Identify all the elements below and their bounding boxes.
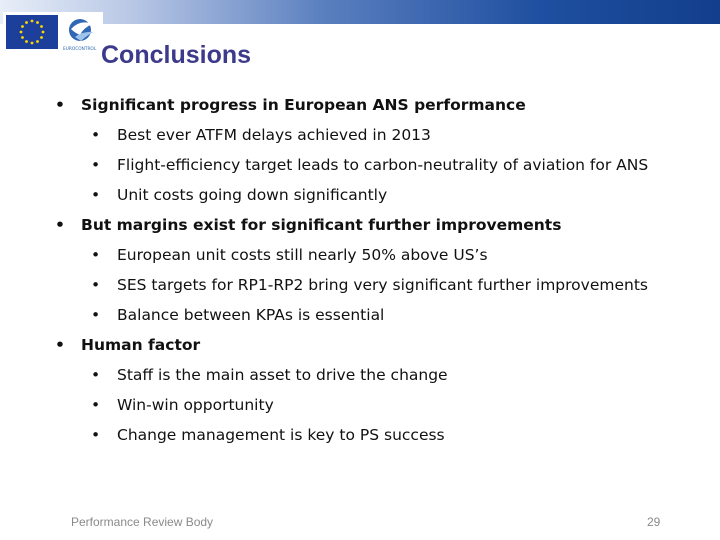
- bullet-item-level1: • Human factor: [55, 330, 201, 360]
- header-band: [0, 0, 720, 24]
- eurocontrol-logo-text: EUROCONTROL: [63, 46, 97, 52]
- flag-star: [25, 21, 28, 24]
- bullet-text: Best ever ATFM delays achieved in 2013: [117, 126, 431, 144]
- bullet-text: European unit costs still nearly 50% abo…: [117, 246, 488, 264]
- bullet-marker: •: [91, 186, 101, 204]
- flag-star: [30, 19, 34, 23]
- bullet-marker: •: [91, 156, 101, 174]
- bullet-item-level1: • But margins exist for significant furt…: [55, 210, 562, 240]
- bullet-item-level2: • Best ever ATFM delays achieved in 2013: [91, 120, 431, 150]
- bullet-marker: •: [55, 336, 65, 354]
- bullet-text: SES targets for RP1-RP2 bring very signi…: [117, 276, 648, 294]
- bullet-item-level2: • European unit costs still nearly 50% a…: [91, 240, 488, 270]
- bullet-text: Balance between KPAs is essential: [117, 306, 385, 324]
- flag-star: [36, 21, 39, 24]
- bullet-marker: •: [55, 96, 65, 114]
- bullet-text: Staff is the main asset to drive the cha…: [117, 366, 448, 384]
- flag-star: [19, 30, 23, 34]
- bullet-item-level2: • Change management is key to PS success: [91, 420, 445, 450]
- bullet-item-level2: • SES targets for RP1-RP2 bring very sig…: [91, 270, 648, 300]
- bullet-marker: •: [91, 246, 101, 264]
- bullet-text: Unit costs going down significantly: [117, 186, 388, 204]
- bullet-marker: •: [91, 396, 101, 414]
- bullet-marker: •: [91, 276, 101, 294]
- bullet-marker: •: [91, 366, 101, 384]
- bullet-item-level2: • Balance between KPAs is essential: [91, 300, 385, 330]
- flag-star: [21, 25, 24, 28]
- flag-star: [36, 40, 39, 43]
- eu-flag-icon: [6, 15, 58, 49]
- flag-star: [40, 36, 43, 39]
- flag-star: [30, 41, 34, 45]
- bullet-marker: •: [91, 126, 101, 144]
- bullet-text: Flight-efficiency target leads to carbon…: [117, 156, 649, 174]
- bullet-item-level2: • Staff is the main asset to drive the c…: [91, 360, 448, 390]
- eurocontrol-logo: EUROCONTROL: [63, 19, 97, 52]
- bullet-text: Change management is key to PS success: [117, 426, 445, 444]
- logo-area: EUROCONTROL: [3, 12, 103, 52]
- bullet-marker: •: [55, 216, 65, 234]
- flag-star: [25, 40, 28, 43]
- bullet-text: Human factor: [81, 336, 201, 354]
- bullet-item-level1: • Significant progress in European ANS p…: [55, 90, 526, 120]
- bullet-item-level2: • Unit costs going down significantly: [91, 180, 388, 210]
- flag-star: [41, 30, 45, 34]
- bullet-text: But margins exist for significant furthe…: [81, 216, 562, 234]
- bullet-text: Significant progress in European ANS per…: [81, 96, 526, 114]
- bullet-item-level2: • Win-win opportunity: [91, 390, 274, 420]
- slide-title: Conclusions: [101, 41, 252, 69]
- flag-star: [40, 25, 43, 28]
- bullet-item-level2: • Flight-efficiency target leads to carb…: [91, 150, 649, 180]
- bullet-marker: •: [91, 306, 101, 324]
- bullet-marker: •: [91, 426, 101, 444]
- page-number: 29: [647, 515, 661, 529]
- flag-star: [21, 36, 24, 39]
- footer-organization: Performance Review Body: [71, 515, 214, 529]
- bullet-text: Win-win opportunity: [117, 396, 274, 414]
